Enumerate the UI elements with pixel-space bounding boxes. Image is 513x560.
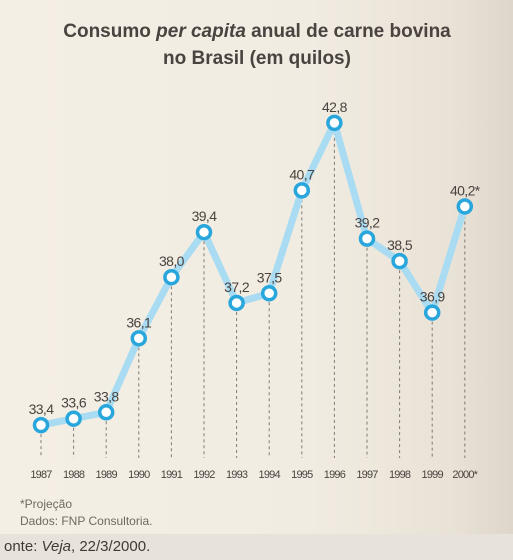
data-label: 40,2*	[450, 182, 481, 198]
data-point	[97, 404, 115, 421]
data-point	[423, 304, 441, 321]
x-tick-label: 1987	[30, 469, 52, 481]
data-label: 33,6	[61, 395, 87, 411]
data-label: 33,8	[94, 388, 120, 404]
chart-title-line2: no Brasil (em quilos)	[163, 48, 351, 69]
x-tick-label: 1995	[291, 469, 313, 481]
data-point	[32, 416, 50, 434]
data-label: 36,9	[420, 289, 446, 305]
x-tick-label: 1997	[356, 469, 378, 481]
data-label: 37,2	[224, 279, 250, 295]
data-label: 39,2	[355, 215, 381, 231]
data-label: 37,5	[257, 269, 283, 285]
line-chart: 33,4 33,6 33,8 36,1 38,0 39,4 37,2 37,5 40,7 42,8…	[29, 99, 482, 481]
data-label: 39,4	[192, 208, 218, 224]
data-point	[456, 198, 474, 215]
projection-note: *Projeção	[20, 497, 73, 511]
data-point	[391, 252, 408, 270]
x-tick-label: 1991	[161, 469, 183, 481]
data-point	[293, 182, 311, 199]
data-point	[163, 268, 180, 286]
data-point	[260, 285, 278, 302]
source-footer: onte: Veja, 22/3/2000.	[0, 534, 513, 560]
data-label: 36,1	[126, 314, 152, 330]
data-point	[130, 330, 148, 347]
x-tick-label: 1988	[63, 469, 85, 481]
data-label: 42,8	[322, 99, 348, 115]
data-label: 38,0	[159, 253, 185, 269]
data-label: 40,7	[289, 166, 315, 182]
data-point	[195, 223, 213, 241]
x-tick-label: 1998	[389, 469, 411, 481]
data-label: 38,5	[387, 237, 413, 253]
chart-title-part1: Consumo	[63, 21, 157, 42]
chart-title: Consumo per capita anual de carne bovina…	[12, 18, 502, 72]
chart-title-line1: Consumo per capita anual de carne bovina	[12, 18, 502, 45]
source-footer-prefix: onte:	[4, 538, 42, 555]
x-tick-label: 2000*	[452, 469, 478, 481]
data-point	[228, 294, 245, 312]
source-footer-italic: Veja	[41, 538, 71, 555]
x-tick-label: 1999	[422, 469, 444, 481]
data-point	[326, 114, 343, 132]
data-point	[358, 230, 376, 247]
series-line	[37, 119, 469, 429]
chart-title-italic: per capita	[156, 21, 246, 42]
x-tick-label: 1994	[259, 469, 281, 481]
chart-title-part2: anual de carne bovina	[245, 21, 451, 42]
x-tick-label: 1993	[226, 469, 248, 481]
data-label: 33,4	[29, 401, 55, 417]
x-tick-label: 1990	[128, 469, 150, 481]
source-note: Dados: FNP Consultoria.	[20, 514, 153, 528]
x-tick-label: 1992	[193, 469, 215, 481]
source-footer-suffix: , 22/3/2000.	[71, 538, 151, 555]
x-tick-label: 1989	[96, 469, 118, 481]
data-point	[65, 410, 82, 427]
x-tick-label: 1996	[324, 469, 346, 481]
